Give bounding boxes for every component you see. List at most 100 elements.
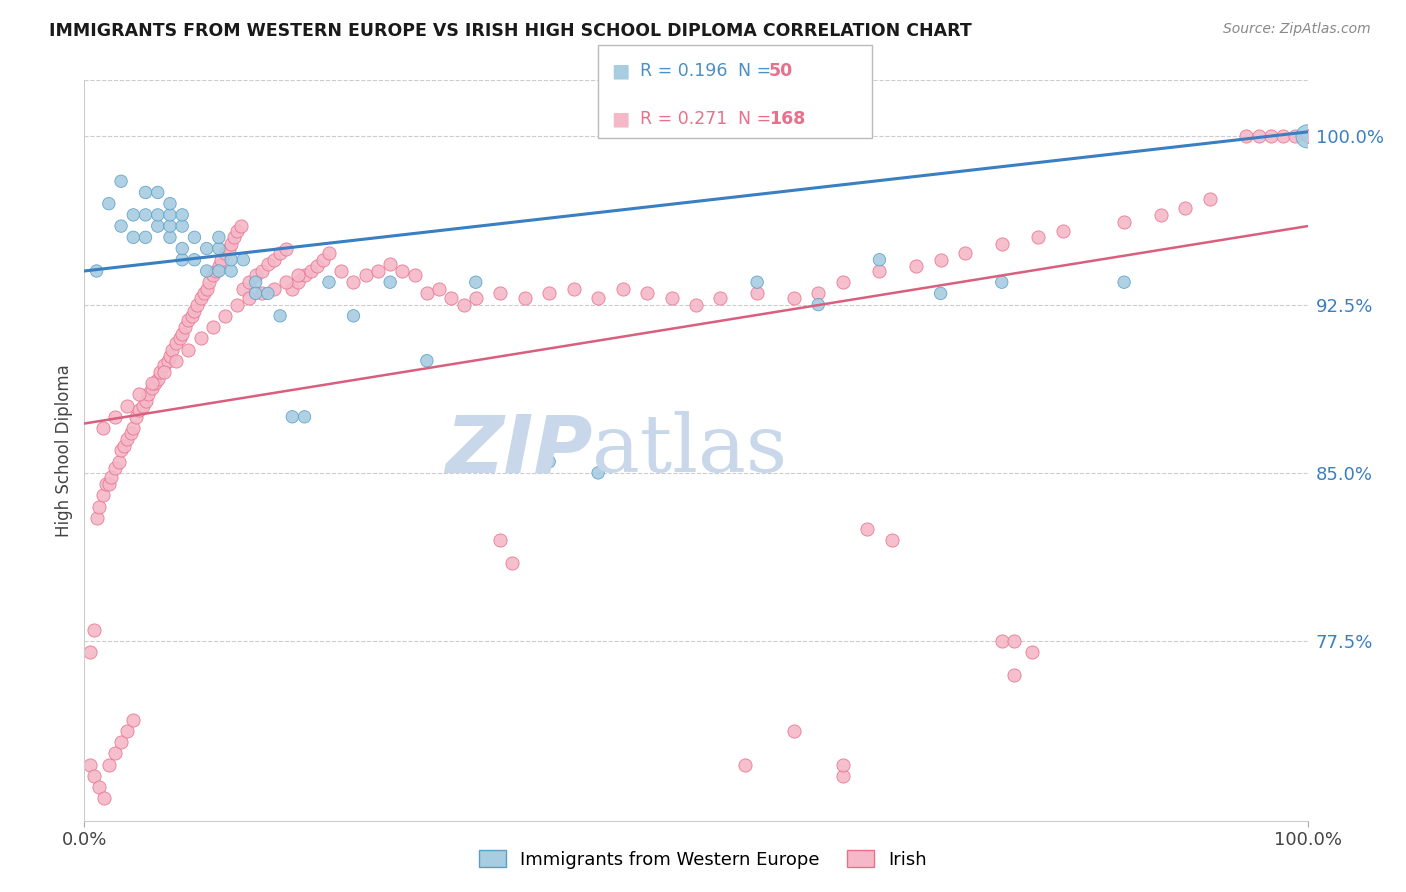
Point bbox=[869, 264, 891, 278]
Point bbox=[380, 257, 402, 271]
Point bbox=[181, 309, 204, 323]
Point bbox=[162, 343, 184, 357]
Point bbox=[1247, 129, 1270, 144]
Point bbox=[110, 735, 132, 749]
Point bbox=[226, 224, 249, 238]
Point bbox=[86, 510, 108, 524]
Point bbox=[172, 242, 194, 256]
Point bbox=[146, 219, 169, 233]
Point bbox=[263, 252, 285, 267]
Point bbox=[232, 282, 254, 296]
Point bbox=[115, 399, 138, 413]
Point bbox=[172, 252, 194, 267]
Point bbox=[226, 298, 249, 312]
Point bbox=[91, 421, 114, 435]
Point bbox=[183, 252, 205, 267]
Point bbox=[747, 275, 769, 289]
Point bbox=[856, 522, 879, 536]
Point bbox=[186, 298, 208, 312]
Point bbox=[612, 282, 634, 296]
Point bbox=[165, 353, 187, 368]
Point bbox=[416, 353, 439, 368]
Point bbox=[86, 264, 108, 278]
Point bbox=[135, 230, 157, 244]
Point bbox=[391, 264, 413, 278]
Point bbox=[149, 365, 172, 379]
Point bbox=[305, 260, 328, 274]
Point bbox=[794, 825, 817, 839]
Point bbox=[1114, 275, 1136, 289]
Point bbox=[281, 282, 304, 296]
Point bbox=[354, 268, 377, 283]
Point bbox=[79, 645, 101, 659]
Point bbox=[159, 219, 181, 233]
Point bbox=[342, 309, 364, 323]
Text: R = 0.196: R = 0.196 bbox=[640, 62, 727, 80]
Point bbox=[905, 260, 928, 274]
Point bbox=[1002, 634, 1025, 648]
Point bbox=[190, 331, 212, 345]
Point bbox=[783, 291, 806, 305]
Point bbox=[318, 246, 340, 260]
Point bbox=[128, 387, 150, 401]
Point bbox=[201, 320, 224, 334]
Point bbox=[198, 275, 221, 289]
Point bbox=[685, 298, 707, 312]
Point bbox=[464, 275, 486, 289]
Point bbox=[269, 246, 291, 260]
Point bbox=[136, 387, 159, 401]
Point bbox=[562, 282, 585, 296]
Point bbox=[193, 286, 215, 301]
Point bbox=[141, 376, 163, 391]
Point bbox=[110, 174, 132, 188]
Point bbox=[208, 230, 231, 244]
Point bbox=[1021, 645, 1043, 659]
Point bbox=[747, 286, 769, 301]
Point bbox=[96, 477, 118, 491]
Text: R = 0.271: R = 0.271 bbox=[640, 110, 727, 128]
Point bbox=[135, 186, 157, 200]
Point bbox=[128, 403, 150, 417]
Text: N =: N = bbox=[738, 110, 778, 128]
Point bbox=[807, 286, 830, 301]
Point bbox=[219, 237, 242, 252]
Point bbox=[661, 291, 683, 305]
Point bbox=[195, 264, 218, 278]
Point bbox=[831, 769, 853, 783]
Point bbox=[159, 208, 181, 222]
Point bbox=[115, 723, 138, 738]
Point bbox=[586, 291, 609, 305]
Legend: Immigrants from Western Europe, Irish: Immigrants from Western Europe, Irish bbox=[471, 843, 935, 876]
Point bbox=[122, 208, 145, 222]
Point bbox=[312, 252, 335, 267]
Point bbox=[122, 421, 145, 435]
Point bbox=[287, 268, 309, 283]
Point bbox=[122, 230, 145, 244]
Point bbox=[100, 470, 122, 484]
Point bbox=[115, 432, 138, 446]
Point bbox=[538, 286, 561, 301]
Text: 168: 168 bbox=[769, 110, 806, 128]
Point bbox=[79, 757, 101, 772]
Point bbox=[636, 286, 658, 301]
Point bbox=[1296, 129, 1319, 144]
Point bbox=[209, 252, 232, 267]
Point bbox=[87, 500, 110, 514]
Point bbox=[107, 455, 129, 469]
Point bbox=[159, 196, 181, 211]
Point bbox=[132, 399, 155, 413]
Point bbox=[991, 275, 1014, 289]
Point bbox=[125, 409, 148, 424]
Point bbox=[245, 286, 267, 301]
Point bbox=[120, 425, 142, 440]
Point bbox=[257, 286, 280, 301]
Point bbox=[91, 488, 114, 502]
Point bbox=[783, 723, 806, 738]
Point bbox=[330, 264, 353, 278]
Point bbox=[1002, 668, 1025, 682]
Point bbox=[214, 309, 236, 323]
Point bbox=[229, 219, 252, 233]
Point bbox=[169, 331, 191, 345]
Text: ZIP: ZIP bbox=[444, 411, 592, 490]
Point bbox=[453, 298, 475, 312]
